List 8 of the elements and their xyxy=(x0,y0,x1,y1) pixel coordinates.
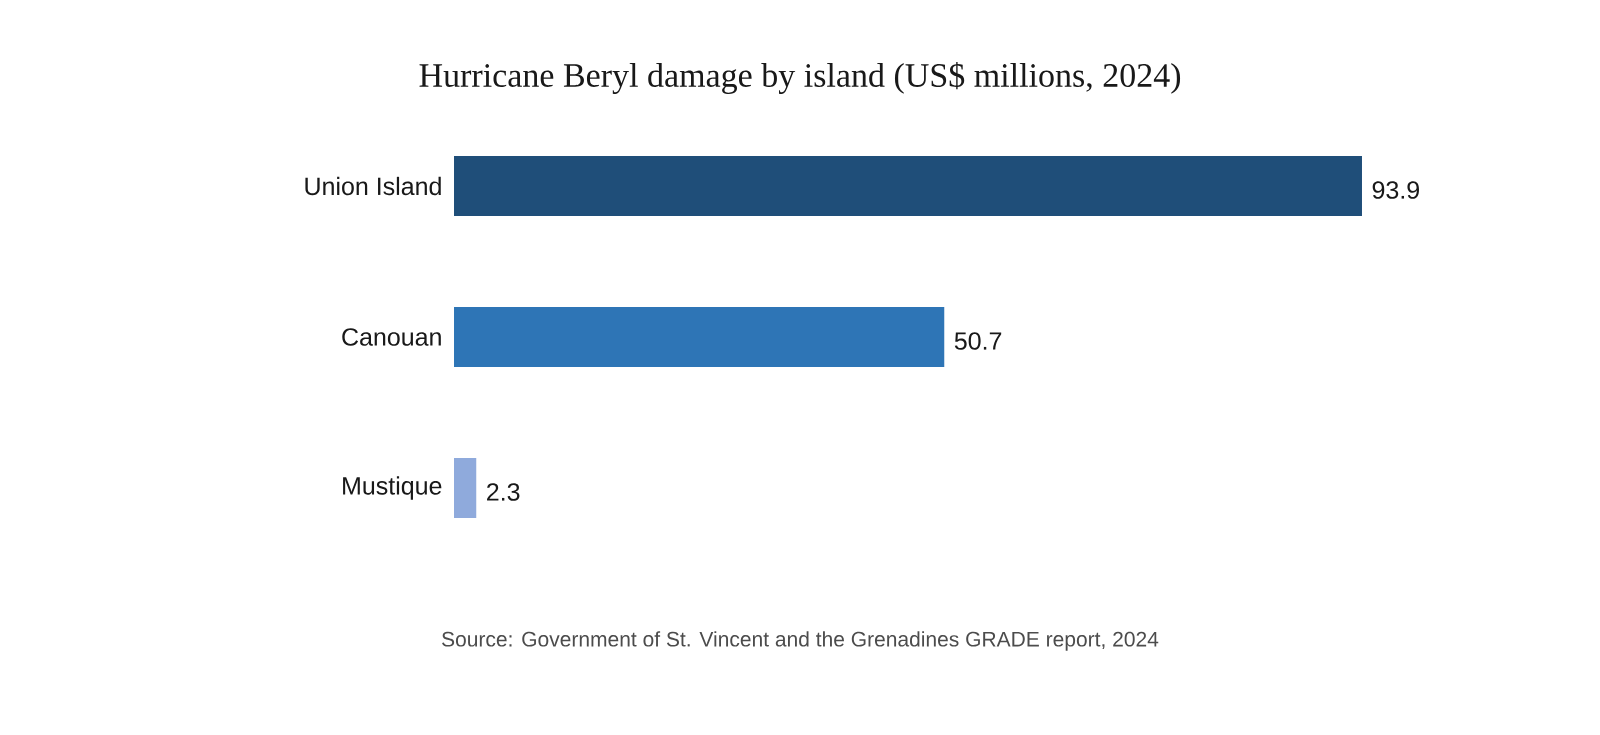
chart-title: Hurricane Beryl damage by island (US$ millions, 2024) xyxy=(419,62,1181,94)
y-tick-label: Union Island xyxy=(305,176,441,196)
data-label: 50.7 xyxy=(954,332,1002,350)
data-label: 2.3 xyxy=(487,483,520,501)
source-note: Source: Government of St. Vincent and the Grenadines GRADE report, 2024 xyxy=(442,631,1159,651)
data-label: 93.9 xyxy=(1372,181,1419,199)
y-tick-label: Canouan xyxy=(342,328,441,346)
y-tick-label: Mustique xyxy=(343,476,442,500)
